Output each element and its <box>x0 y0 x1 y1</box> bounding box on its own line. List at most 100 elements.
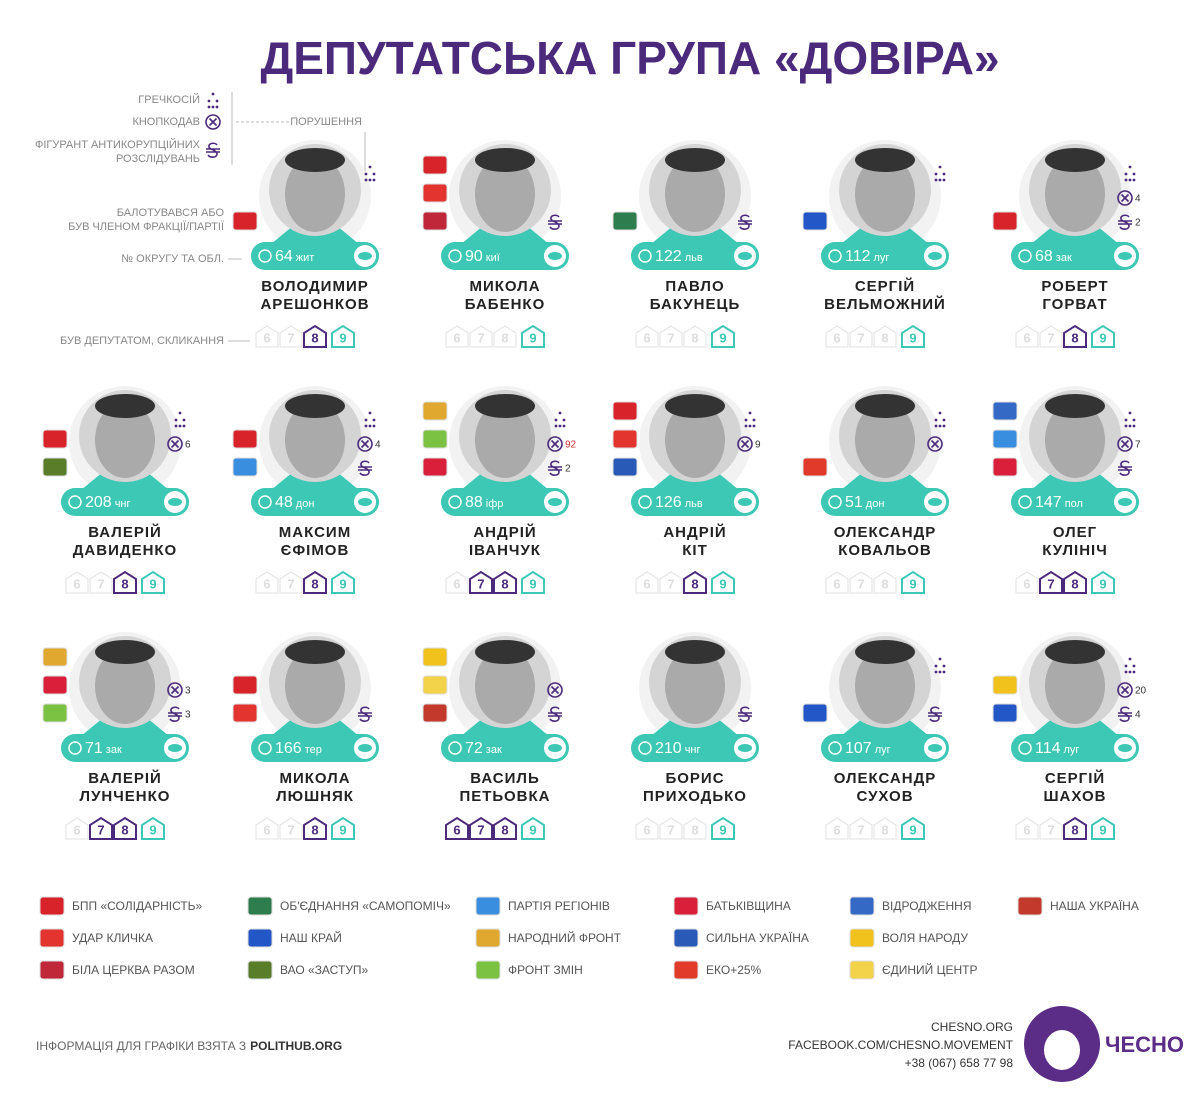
buckwheat-dot <box>744 418 748 422</box>
convocation-label: 7 <box>287 330 294 345</box>
party-badge <box>39 928 65 948</box>
photo-face <box>95 648 155 724</box>
party-badge <box>802 457 828 477</box>
button-icon-x <box>208 117 218 127</box>
convocation-house <box>521 324 545 348</box>
deputy-first-name: ВАЛЕРІЙ <box>88 523 162 541</box>
convocation-house <box>493 325 517 348</box>
button-count: 9 <box>755 440 761 451</box>
convocation-house <box>279 571 303 594</box>
contact: +38 (067) 658 77 98 <box>905 1056 1014 1070</box>
buckwheat-dot <box>1128 424 1132 428</box>
convocation-label: 8 <box>881 822 888 837</box>
buckwheat-dot <box>562 424 566 428</box>
buckwheat-dot <box>942 172 946 176</box>
photo-face <box>285 156 345 232</box>
deputy-last-name: ШАХОВ <box>1043 788 1106 805</box>
photo-hair <box>475 148 535 172</box>
party-badge <box>849 928 875 948</box>
deputy-last-name: СУХОВ <box>856 788 913 805</box>
buckwheat-dot <box>744 424 748 428</box>
deputy-last-name: БАБЕНКО <box>465 296 545 313</box>
map-icon-shape <box>358 744 372 752</box>
party-badge <box>992 703 1018 723</box>
party-badge <box>42 429 68 449</box>
buckwheat-dot <box>934 418 938 422</box>
convocation-label: 7 <box>667 330 674 345</box>
convocation-house <box>659 571 683 594</box>
convocation-house <box>1015 325 1039 348</box>
district-region: льв <box>685 498 703 510</box>
convocation-label: 6 <box>643 330 650 345</box>
district-number: 72 <box>465 740 483 757</box>
party-badge <box>42 647 68 667</box>
district-region: іфр <box>486 498 504 510</box>
buckwheat-dot <box>364 172 368 176</box>
buckwheat-dot <box>178 424 182 428</box>
district-number: 64 <box>275 248 293 265</box>
convocation-house <box>65 571 89 594</box>
logo-text: ЧЕСНО <box>1105 1032 1184 1057</box>
convocation-house <box>141 816 165 840</box>
buckwheat-dot <box>372 178 376 182</box>
convocation-label: 9 <box>719 330 726 345</box>
target-icon <box>638 249 652 263</box>
photo-face <box>1045 402 1105 478</box>
convocation-label: 7 <box>1047 576 1054 591</box>
convocation-house <box>279 817 303 840</box>
party-badge <box>475 928 501 948</box>
deputy-first-name: АНДРІЙ <box>663 523 726 541</box>
button-count: 4 <box>375 440 381 451</box>
convocation-label: 8 <box>1071 822 1078 837</box>
convocation-label: 6 <box>833 576 840 591</box>
district-number: 210 <box>655 740 682 757</box>
deputy-first-name: ОЛЕГ <box>1053 524 1097 541</box>
party-label: НАРОДНИЙ ФРОНТ <box>508 930 622 945</box>
district-band <box>251 242 379 270</box>
map-icon-shape <box>168 498 182 506</box>
deputy-last-name: ГОРВАТ <box>1042 296 1107 313</box>
buckwheat-dot <box>748 411 752 415</box>
photo-hair <box>1045 394 1105 418</box>
party-badge <box>422 647 448 667</box>
deputy-first-name: СЕРГІЙ <box>1045 769 1105 787</box>
convocation-house <box>1015 817 1039 840</box>
hryvnia-icon <box>548 706 562 722</box>
district-band <box>821 734 949 762</box>
hryvnia-icon <box>1118 460 1132 476</box>
buckwheat-dot <box>1124 664 1128 668</box>
party-badge <box>612 401 638 421</box>
button-icon <box>927 436 943 452</box>
buckwheat-dot <box>942 664 946 668</box>
party-label: ВІДРОДЖЕННЯ <box>882 899 971 913</box>
buckwheat-dot <box>938 411 942 415</box>
party-label: СИЛЬНА УКРАЇНА <box>706 931 809 945</box>
button-icon <box>547 682 563 698</box>
convocation-label: 6 <box>73 576 80 591</box>
district-band <box>821 242 949 270</box>
buckwheat-dot <box>934 172 938 176</box>
convocation-house <box>255 325 279 348</box>
map-icon-shape <box>928 252 942 260</box>
district-number: 68 <box>1035 248 1053 265</box>
convocation-label: 6 <box>453 576 460 591</box>
convocation-house <box>1039 325 1063 348</box>
map-icon-shape <box>1118 498 1132 506</box>
convocation-label: 6 <box>643 576 650 591</box>
convocation-house <box>279 325 303 348</box>
photo-hair <box>855 640 915 664</box>
convocation-label: 9 <box>529 330 536 345</box>
photo-face <box>665 648 725 724</box>
buckwheat-dot <box>1128 411 1132 415</box>
convocation-label: 6 <box>1023 822 1030 837</box>
party-badge <box>422 429 448 449</box>
buckwheat-dot <box>934 670 938 674</box>
party-label: ВОЛЯ НАРОДУ <box>882 931 968 945</box>
convocation-house <box>901 324 925 348</box>
district-region: зак <box>106 744 122 756</box>
party-badge <box>475 896 501 916</box>
district-number: 90 <box>465 248 483 265</box>
deputy-last-name: ЛУНЧЕНКО <box>80 788 171 805</box>
buckwheat-dot <box>1128 670 1132 674</box>
party-label: ОБ'ЄДНАННЯ «САМОПОМІЧ» <box>280 899 451 913</box>
